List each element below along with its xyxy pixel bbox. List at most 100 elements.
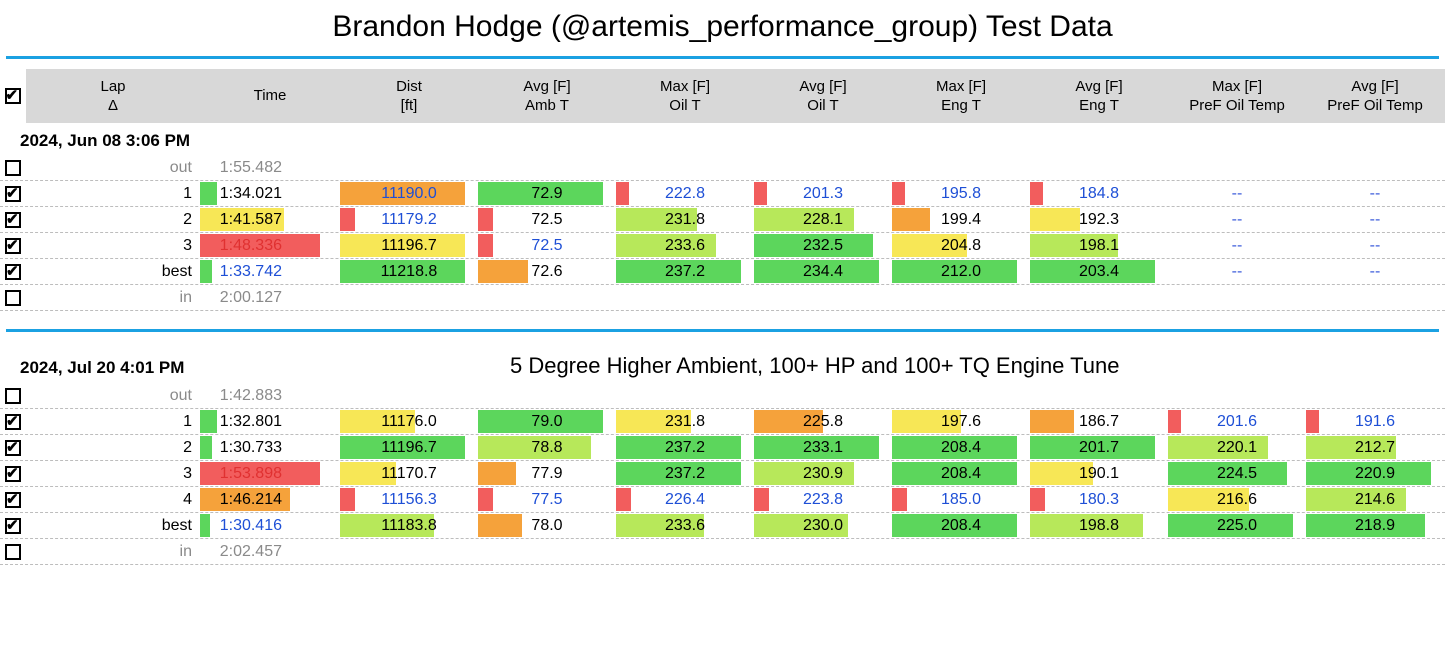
- data-value: 11190.0: [340, 185, 478, 203]
- data-cell: --: [1168, 181, 1306, 206]
- lap-time-cell: 1:53.898: [200, 461, 340, 486]
- lap-label: 4: [26, 487, 200, 512]
- data-value: --: [1306, 211, 1444, 229]
- data-value: 233.6: [616, 517, 754, 535]
- row-checkbox[interactable]: [5, 160, 21, 176]
- data-cell: [340, 539, 478, 564]
- data-value: 233.6: [616, 237, 754, 255]
- data-value: --: [1168, 185, 1306, 203]
- table-row: 31:48.33611196.772.5233.6232.5204.8198.1…: [0, 233, 1445, 259]
- row-checkbox[interactable]: [5, 186, 21, 202]
- data-value: 198.1: [1030, 237, 1168, 255]
- data-value: 11218.8: [340, 263, 478, 281]
- select-all-checkbox[interactable]: [5, 88, 21, 104]
- data-cell: 180.3: [1030, 487, 1168, 512]
- row-checkbox[interactable]: [5, 518, 21, 534]
- data-value: --: [1306, 263, 1444, 281]
- data-cell: [1306, 383, 1444, 408]
- data-value: 78.0: [478, 517, 616, 535]
- row-checkbox[interactable]: [5, 264, 21, 280]
- data-value: 192.3: [1030, 211, 1168, 229]
- lap-time-value: 1:53.898: [200, 465, 282, 483]
- data-cell: 222.8: [616, 181, 754, 206]
- data-cell: 230.9: [754, 461, 892, 486]
- data-value: --: [1306, 237, 1444, 255]
- data-cell: 11179.2: [340, 207, 478, 232]
- data-cell: [1030, 285, 1168, 310]
- data-cell: [1168, 285, 1306, 310]
- row-checkbox[interactable]: [5, 212, 21, 228]
- data-cell: 11170.7: [340, 461, 478, 486]
- row-checkbox[interactable]: [5, 290, 21, 306]
- page-title: Brandon Hodge (@artemis_performance_grou…: [0, 0, 1445, 52]
- data-value: --: [1306, 185, 1444, 203]
- row-checkbox-cell: [0, 207, 26, 232]
- data-cell: [1030, 155, 1168, 180]
- lap-label: best: [26, 513, 200, 538]
- lap-label: in: [26, 285, 200, 310]
- data-value: 203.4: [1030, 263, 1168, 281]
- data-value: 214.6: [1306, 491, 1444, 509]
- lap-time-cell: 1:55.482: [200, 155, 340, 180]
- data-value: 208.4: [892, 517, 1030, 535]
- data-cell: 11196.7: [340, 233, 478, 258]
- data-cell: 201.6: [1168, 409, 1306, 434]
- data-value: 237.2: [616, 439, 754, 457]
- data-cell: [478, 285, 616, 310]
- data-value: 11183.8: [340, 517, 478, 535]
- lap-time-value: 1:30.416: [200, 517, 282, 535]
- data-value: 201.6: [1168, 413, 1306, 431]
- table-row: in2:02.457: [0, 539, 1445, 565]
- row-checkbox-cell: [0, 539, 26, 564]
- header-avg-oilt: Avg [F]Oil T: [754, 69, 892, 123]
- data-value: 230.9: [754, 465, 892, 483]
- data-value: 199.4: [892, 211, 1030, 229]
- lap-time-cell: 1:41.587: [200, 207, 340, 232]
- header-avg-pref: Avg [F]PreF Oil Temp: [1306, 69, 1444, 123]
- data-value: 72.5: [478, 211, 616, 229]
- data-cell: --: [1306, 259, 1444, 284]
- table-row: 11:32.80111176.079.0231.8225.8197.6186.7…: [0, 409, 1445, 435]
- data-value: 201.3: [754, 185, 892, 203]
- data-cell: 11218.8: [340, 259, 478, 284]
- row-checkbox[interactable]: [5, 544, 21, 560]
- data-value: 184.8: [1030, 185, 1168, 203]
- data-cell: [892, 285, 1030, 310]
- data-cell: 11176.0: [340, 409, 478, 434]
- data-value: 72.9: [478, 185, 616, 203]
- lap-time-value: 1:30.733: [200, 439, 282, 457]
- row-checkbox[interactable]: [5, 440, 21, 456]
- row-checkbox[interactable]: [5, 466, 21, 482]
- data-cell: 208.4: [892, 461, 1030, 486]
- row-checkbox-cell: [0, 435, 26, 460]
- data-value: 222.8: [616, 185, 754, 203]
- data-value: 234.4: [754, 263, 892, 281]
- row-checkbox[interactable]: [5, 414, 21, 430]
- lap-label: in: [26, 539, 200, 564]
- data-cell: [754, 383, 892, 408]
- lap-label: 3: [26, 461, 200, 486]
- lap-time-cell: 1:33.742: [200, 259, 340, 284]
- data-cell: --: [1168, 207, 1306, 232]
- data-value: 185.0: [892, 491, 1030, 509]
- row-checkbox[interactable]: [5, 388, 21, 404]
- lap-label: 3: [26, 233, 200, 258]
- row-checkbox[interactable]: [5, 492, 21, 508]
- data-cell: 225.8: [754, 409, 892, 434]
- data-value: 226.4: [616, 491, 754, 509]
- header-max-oilt: Max [F]Oil T: [616, 69, 754, 123]
- data-value: 186.7: [1030, 413, 1168, 431]
- data-value: 208.4: [892, 465, 1030, 483]
- data-cell: 224.5: [1168, 461, 1306, 486]
- data-cell: 230.0: [754, 513, 892, 538]
- data-value: 212.0: [892, 263, 1030, 281]
- data-cell: 11156.3: [340, 487, 478, 512]
- data-cell: 237.2: [616, 435, 754, 460]
- lap-time-cell: 2:02.457: [200, 539, 340, 564]
- row-checkbox[interactable]: [5, 238, 21, 254]
- lap-time-cell: 1:30.733: [200, 435, 340, 460]
- data-cell: [1306, 285, 1444, 310]
- row-checkbox-cell: [0, 181, 26, 206]
- data-cell: 72.6: [478, 259, 616, 284]
- data-value: 231.8: [616, 211, 754, 229]
